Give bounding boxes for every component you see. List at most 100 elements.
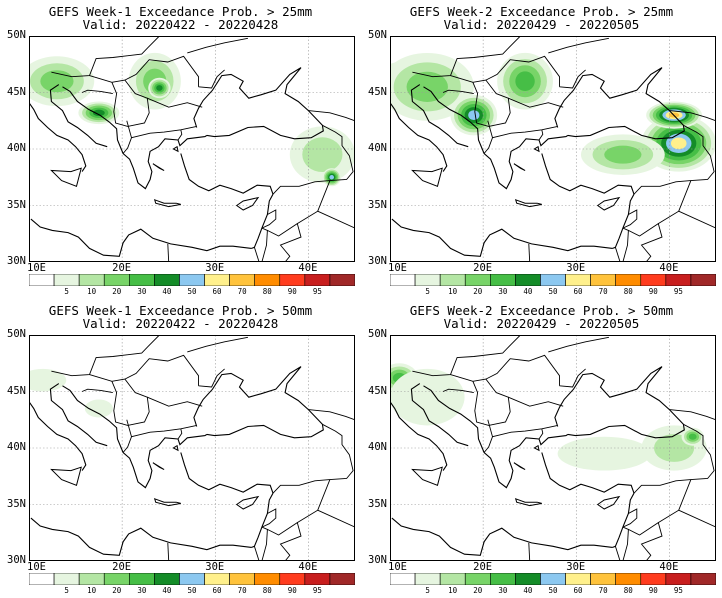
colorbar-label: 50 — [187, 586, 197, 595]
coastline — [612, 193, 635, 249]
lat-tick-label: 45N — [368, 85, 387, 98]
lat-tick-label: 30N — [368, 554, 387, 566]
country-border — [89, 55, 199, 87]
lon-tick-label: 30E — [566, 561, 586, 573]
colorbar-label: 70 — [237, 287, 247, 296]
country-border — [51, 36, 160, 78]
colorbar-label: 80 — [262, 586, 272, 595]
lat-tick-label: 50N — [7, 328, 26, 340]
panel-title: GEFS Week-1 Exceedance Prob. > 50mm — [48, 303, 313, 318]
map-canvas — [29, 335, 355, 561]
coastline — [251, 492, 274, 548]
coastline — [193, 67, 324, 140]
colorbar-label: 10 — [87, 586, 97, 595]
colorbar-swatch — [590, 573, 616, 585]
colorbar-label: 30 — [498, 287, 508, 296]
colorbar-label: 50 — [548, 287, 558, 296]
probability-contour — [302, 137, 343, 173]
country-border — [167, 542, 170, 561]
colorbar-swatch — [615, 573, 642, 585]
lat-tick-label: 45N — [368, 384, 387, 397]
lon-tick-label: 20E — [112, 262, 132, 274]
map-frame — [390, 36, 716, 262]
colorbar-swatch — [154, 274, 180, 286]
lon-tick-label: 10E — [388, 561, 407, 573]
probability-contour — [468, 110, 480, 120]
country-border — [122, 436, 132, 453]
country-border — [559, 368, 586, 388]
colorbar-label: 95 — [312, 287, 322, 296]
country-border — [412, 335, 521, 377]
country-border — [198, 368, 225, 388]
colorbar-swatch — [229, 573, 255, 585]
island-outline — [596, 495, 621, 510]
colorbar-swatch — [53, 274, 80, 286]
colorbar-swatch — [690, 274, 716, 286]
coastline — [29, 401, 87, 471]
colorbar-label: 60 — [212, 287, 222, 296]
colorbar-label: 5 — [425, 287, 430, 296]
colorbar-swatch — [254, 573, 281, 585]
lat-tick-label: 30N — [7, 255, 26, 267]
map-border — [390, 36, 716, 262]
colorbar-label: 5 — [64, 287, 69, 296]
lon-tick-label: 40E — [298, 561, 318, 573]
island-outline — [533, 145, 540, 153]
map-canvas — [29, 36, 355, 262]
probability-contour — [604, 145, 642, 164]
colorbar-swatch — [390, 274, 416, 286]
island-outline — [235, 495, 260, 510]
coastline — [62, 385, 208, 489]
coastline — [391, 218, 613, 257]
colorbar-swatch — [279, 573, 306, 585]
map-frame — [29, 36, 355, 262]
country-border — [622, 227, 629, 262]
country-border — [308, 409, 355, 421]
colorbar-label: 10 — [448, 586, 458, 595]
colorbar-swatch — [179, 274, 205, 286]
coastline — [180, 452, 274, 494]
country-border — [177, 129, 183, 141]
colorbar-label: 20 — [473, 586, 483, 595]
country-border — [308, 110, 355, 122]
island-outline — [152, 163, 165, 171]
colorbar-swatch — [640, 274, 667, 286]
island-outline — [514, 198, 542, 208]
country-border — [442, 89, 474, 95]
lon-tick-label: 40E — [659, 561, 679, 573]
probability-contour — [329, 175, 335, 180]
colorbar-swatch — [515, 573, 541, 585]
country-border — [253, 546, 260, 561]
island-outline — [153, 198, 181, 208]
colorbar-label: 20 — [473, 287, 483, 296]
island-outline — [172, 444, 179, 452]
lon-tick-label: 10E — [388, 262, 407, 274]
country-border — [261, 209, 277, 229]
island-outline — [514, 497, 542, 507]
country-border — [412, 36, 521, 78]
lat-tick-label: 50N — [368, 29, 387, 41]
country-border — [198, 69, 225, 89]
colorbar-label: 40 — [162, 586, 172, 595]
country-border — [126, 120, 197, 139]
coastline — [180, 153, 274, 195]
map-frame — [29, 335, 355, 561]
colorbar-swatch — [464, 274, 491, 286]
colorbar-label: 95 — [312, 586, 322, 595]
country-border — [633, 124, 715, 195]
map-border — [390, 335, 716, 561]
colorbar-swatch — [390, 573, 416, 585]
colorbar-swatch — [590, 274, 616, 286]
country-border — [317, 509, 355, 528]
coastline — [423, 385, 569, 489]
colorbar-swatch — [565, 274, 591, 286]
colorbar-label: 5 — [425, 586, 430, 595]
country-border — [450, 55, 560, 87]
colorbar-swatch — [103, 573, 130, 585]
colorbar-label: 70 — [598, 586, 608, 595]
colorbar — [390, 573, 716, 585]
country-border — [658, 180, 692, 224]
colorbar-label: 95 — [673, 287, 683, 296]
country-border — [51, 335, 160, 377]
coastline — [541, 153, 635, 195]
